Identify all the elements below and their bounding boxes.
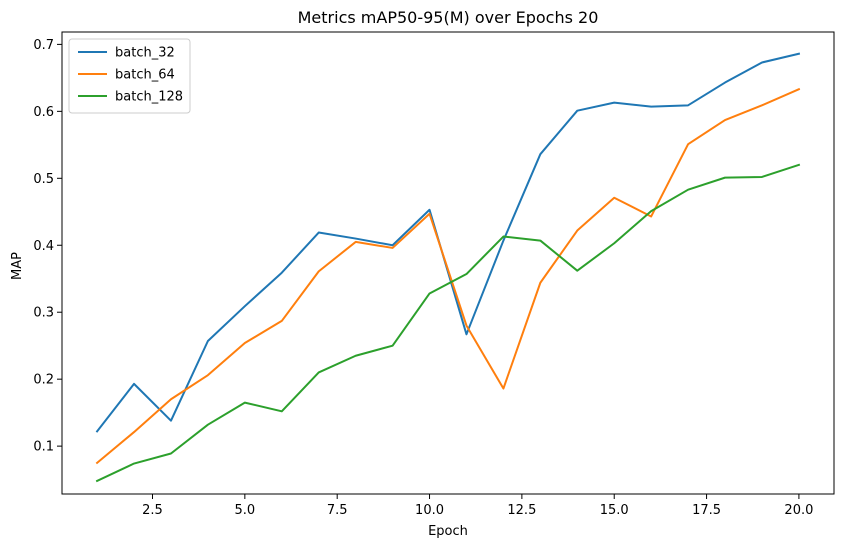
series-line-batch_128 xyxy=(95,163,801,483)
series-line-batch_64 xyxy=(95,87,801,465)
x-tick-label: 15.0 xyxy=(600,503,629,518)
x-tick-label: 20.0 xyxy=(784,503,813,518)
x-axis-label: Epoch xyxy=(428,524,468,539)
y-tick-label: 0.1 xyxy=(33,440,54,455)
y-tick-label: 0.6 xyxy=(33,105,54,120)
legend: batch_32 batch_64 batch_128 xyxy=(68,38,191,114)
y-tick-label: 0.2 xyxy=(33,373,54,388)
x-tick-label: 7.5 xyxy=(327,503,348,518)
legend-box xyxy=(68,38,191,114)
y-axis-label: MAP xyxy=(10,252,25,280)
plot-area: 2.5 5.0 7.5 10.0 12.5 15.0 17.5 20.0 0.1 0.2 0.3 0.… xyxy=(33,31,835,518)
legend-label-batch_64: batch_64 xyxy=(115,68,175,83)
y-tick-label: 0.5 xyxy=(33,172,54,187)
legend-label-batch_32: batch_32 xyxy=(115,46,175,61)
x-tick-label: 17.5 xyxy=(692,503,721,518)
legend-label-batch_128: batch_128 xyxy=(115,90,183,105)
y-tick-label: 0.4 xyxy=(33,239,54,254)
x-tick-label: 5.0 xyxy=(234,503,255,518)
y-tick-label: 0.7 xyxy=(33,38,54,53)
x-tick-label: 10.0 xyxy=(415,503,444,518)
axes-frame xyxy=(61,31,835,495)
x-tick-label: 2.5 xyxy=(142,503,163,518)
x-tick-label: 12.5 xyxy=(507,503,536,518)
y-tick-label: 0.3 xyxy=(33,306,54,321)
chart-title: Metrics mAP50-95(M) over Epochs 20 xyxy=(298,8,599,27)
